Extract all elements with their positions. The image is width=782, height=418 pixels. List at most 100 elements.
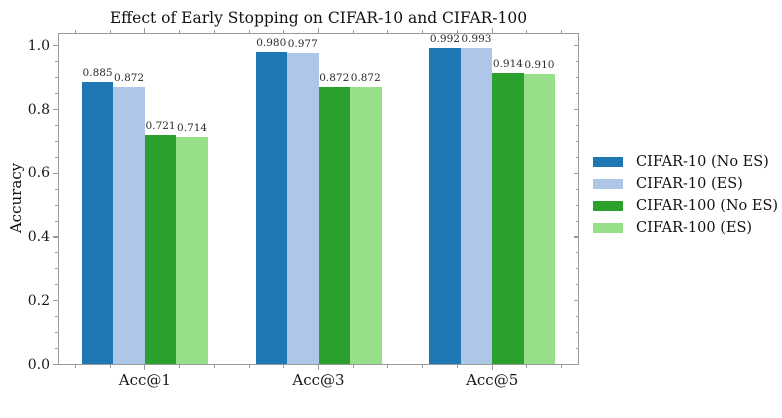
legend-label: CIFAR-100 (ES): [636, 220, 753, 236]
x-minor-tick: [422, 30, 424, 33]
bar-value-label: 0.977: [287, 38, 318, 51]
bar-value-label: 0.993: [461, 32, 492, 45]
x-minor-tick: [74, 364, 76, 368]
y-minor-tick: [576, 124, 579, 126]
x-minor-tick: [422, 364, 424, 368]
bar: [255, 52, 287, 364]
y-minor-tick: [576, 61, 579, 63]
legend-item: CIFAR-10 (ES): [593, 173, 778, 195]
bar-value-label: 0.992: [429, 33, 460, 46]
y-minor-tick: [576, 284, 579, 286]
bar: [287, 53, 319, 364]
y-minor-tick: [55, 93, 58, 95]
y-minor-tick: [55, 252, 58, 254]
bar: [523, 74, 556, 364]
y-minor-tick: [576, 348, 579, 350]
x-minor-tick: [283, 30, 285, 33]
y-tick-label: 0.8: [27, 101, 50, 118]
y-minor-tick: [55, 332, 58, 334]
x-minor-tick: [109, 364, 111, 368]
x-minor-tick: [526, 364, 528, 368]
bar: [176, 136, 208, 364]
bar-value-label: 0.721: [145, 119, 176, 132]
y-minor-tick: [55, 268, 58, 270]
y-major-tick: [574, 363, 579, 366]
bar-value-label: 0.885: [82, 67, 113, 80]
x-minor-tick: [109, 30, 111, 33]
x-minor-tick: [387, 30, 389, 33]
legend-item: CIFAR-10 (No ES): [593, 151, 778, 173]
x-minor-tick: [561, 30, 563, 33]
y-tick-label: 1.0: [27, 37, 50, 54]
y-minor-tick: [576, 220, 579, 222]
y-major-tick: [53, 363, 58, 366]
y-major-tick: [574, 45, 579, 47]
x-tick-label: Acc@5: [466, 370, 519, 389]
x-major-tick: [491, 28, 493, 33]
x-minor-tick: [213, 30, 215, 33]
x-minor-tick: [561, 364, 563, 368]
x-major-tick: [491, 364, 493, 370]
bar: [144, 134, 177, 364]
y-minor-tick: [55, 348, 58, 350]
legend-swatch: [593, 178, 623, 190]
x-minor-tick: [526, 30, 528, 33]
x-major-tick: [317, 364, 320, 370]
y-major-tick: [53, 172, 58, 174]
legend-label: CIFAR-100 (No ES): [636, 198, 779, 214]
bar: [429, 48, 461, 364]
x-minor-tick: [248, 364, 250, 368]
y-major-tick: [53, 300, 58, 302]
bar-value-label: 0.914: [492, 58, 523, 71]
x-minor-tick: [213, 364, 215, 368]
y-minor-tick: [55, 156, 58, 158]
y-major-tick: [574, 108, 579, 111]
y-minor-tick: [576, 316, 579, 318]
y-major-tick: [574, 236, 579, 238]
y-minor-tick: [55, 204, 58, 206]
y-major-tick: [53, 236, 58, 238]
x-minor-tick: [456, 364, 458, 368]
y-minor-tick: [576, 156, 579, 158]
y-minor-tick: [576, 188, 579, 190]
legend-label: CIFAR-10 (ES): [636, 176, 743, 192]
bar-value-label: 0.872: [350, 71, 381, 84]
x-minor-tick: [456, 30, 458, 33]
bar: [460, 47, 493, 364]
x-major-tick: [317, 28, 320, 33]
legend: CIFAR-10 (No ES) CIFAR-10 (ES) CIFAR-100 (…: [593, 151, 778, 239]
y-tick-label: 0.4: [27, 229, 50, 245]
x-major-tick: [144, 28, 146, 33]
x-minor-tick: [179, 30, 181, 33]
bar-value-label: 0.910: [524, 59, 555, 72]
bar: [350, 86, 382, 364]
legend-swatch: [593, 156, 623, 168]
y-minor-tick: [576, 140, 579, 142]
bar-value-label: 0.872: [319, 71, 350, 84]
legend-swatch: [593, 200, 623, 212]
bar: [492, 73, 524, 364]
bar-value-label: 0.714: [177, 121, 208, 134]
y-minor-tick: [55, 77, 58, 79]
x-minor-tick: [74, 30, 76, 33]
chart-title: Effect of Early Stopping on CIFAR-10 and…: [109, 9, 528, 27]
y-tick-label: 0.2: [27, 292, 50, 309]
y-major-tick: [574, 300, 579, 302]
y-minor-tick: [55, 316, 58, 318]
y-minor-tick: [576, 332, 579, 334]
legend-swatch: [593, 222, 623, 234]
y-major-tick: [574, 172, 579, 174]
y-tick-label: 0.6: [27, 165, 50, 182]
x-minor-tick: [179, 364, 181, 368]
x-major-tick: [144, 364, 146, 370]
y-minor-tick: [576, 268, 579, 270]
bar-value-label: 0.872: [114, 71, 145, 84]
y-tick-label: 0.0: [27, 356, 50, 373]
bar: [113, 86, 145, 364]
y-minor-tick: [576, 77, 579, 79]
x-minor-tick: [387, 364, 389, 368]
y-minor-tick: [55, 284, 58, 286]
x-minor-tick: [248, 30, 250, 33]
x-tick-label: Acc@1: [118, 370, 171, 389]
x-minor-tick: [283, 364, 285, 368]
